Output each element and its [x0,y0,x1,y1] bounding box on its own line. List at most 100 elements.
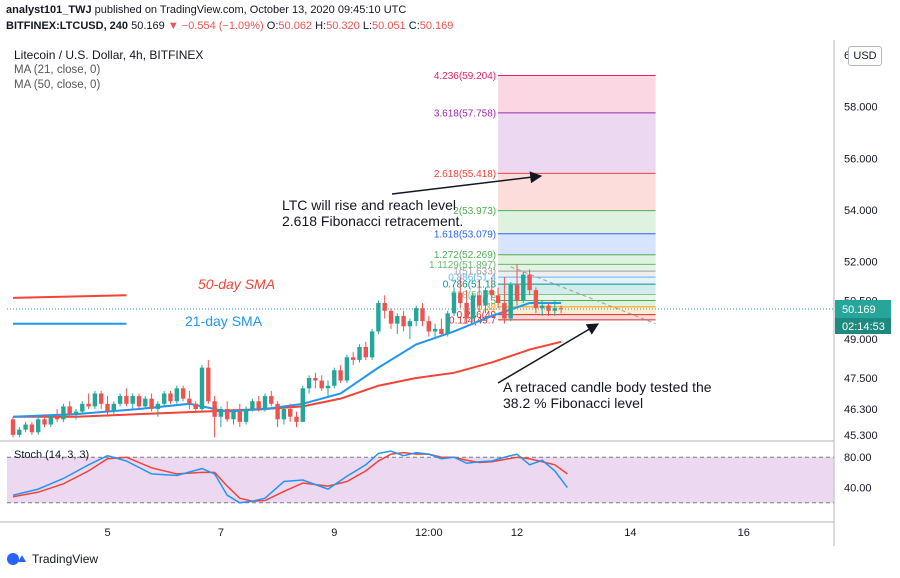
candle-body [124,396,129,404]
fib-level-label: 0.5 [482,296,496,307]
candle-body [432,328,438,332]
fib-level-label: 0.38 [477,302,497,313]
candle-body [237,411,242,422]
candle-body [558,308,564,310]
candle-body [426,321,431,332]
candle-body [105,403,110,412]
price-tick-label: 56.000 [844,153,878,165]
candle-body [332,370,337,386]
candle-body [92,393,98,407]
ma21-line [12,302,562,418]
time-tick-label: 5 [104,527,110,539]
fib-zone [498,306,656,315]
fib-level-label: 1(51.633) [453,267,496,278]
candle-body [275,403,280,420]
footer-brand[interactable]: TradingView [6,552,98,566]
candle-body [552,308,557,311]
chart-legend: Litecoin / U.S. Dollar, 4h, BITFINEX MA … [14,48,203,93]
candle-body [136,396,142,407]
price-tick-label: 58.000 [844,102,878,114]
low-value: 50.051 [372,20,406,32]
candle-body [527,274,532,291]
candle-body [86,403,91,407]
stoch-tick-label: 80.00 [844,452,872,464]
candle-body [495,295,501,304]
time-tick-label: 14 [624,527,636,539]
candle-body [231,411,236,420]
candle-body [470,295,476,319]
candle-body [225,408,230,420]
stoch-k-line [12,450,568,504]
ohlc-bar: BITFINEX:LTCUSD, 240 50.169 ▼ −0.554 (−1… [6,20,453,32]
candle-body [42,419,47,425]
candle-body [357,346,362,360]
candle-body [250,401,255,409]
time-tick-label: 16 [738,527,750,539]
ma50-line [13,340,562,418]
candle-body [458,292,463,304]
symbol-text: BITFINEX:LTCUSD, 240 [6,20,129,32]
annotation-sma50: 50-day SMA [198,276,276,292]
legend-ma21[interactable]: MA (21, close, 0) [14,64,101,76]
candle-body [149,398,154,409]
currency-button[interactable]: USD [848,46,882,66]
fib-zone [498,294,656,301]
fib-zone [498,254,656,265]
candle-body [508,284,513,319]
candle-body [281,408,287,420]
high-label: H: [315,20,327,32]
price-tick-label: 45.300 [844,430,878,442]
legend-ma50[interactable]: MA (50, close, 0) [14,79,101,91]
open-label: O: [266,20,279,32]
candle-body [288,408,293,417]
candle-body [407,321,413,327]
time-tick-label: 12 [511,527,523,539]
footer-brand-text: TradingView [32,552,99,566]
fib-level-label: 4.236(59.204) [434,71,496,82]
candle-body [319,380,324,389]
publish-info: analyst101_TWJ published on TradingView.… [6,4,406,16]
fib-level-label: 0.236(49 [457,310,497,321]
close-label: C: [408,20,420,32]
fib-zone [498,284,656,295]
low-label: L: [362,20,373,32]
candle-body [306,377,312,389]
candle-body [369,331,375,358]
candle-body [414,308,419,322]
candle-body [180,388,186,399]
price-tick-label: 54.000 [844,205,878,217]
candle-body [199,367,205,409]
price-tick-label: 47.500 [844,373,878,385]
fib-zone [498,75,656,113]
tradingview-logo-icon [7,553,26,565]
last-price: 50.169 [131,20,165,32]
price-tick-label: 49.000 [844,334,878,346]
candle-body [294,416,299,422]
candle-body [451,292,457,314]
fib-zone [498,210,656,234]
candle-body [514,284,520,301]
fib-zone [498,300,656,307]
down-arrow-icon: ▼ [167,20,179,32]
candle-body [10,419,16,435]
candle-body [23,424,28,430]
fib-zone [498,112,656,174]
fib-level-label: 0.786(51.13 [443,280,497,291]
candle-body [533,290,539,309]
candle-body [61,406,66,420]
fib-zone [498,173,656,211]
candle-body [269,396,274,404]
candle-body [477,295,482,306]
fib-zone [498,314,656,320]
candle-body [67,406,72,415]
time-tick-label: 12:00 [415,527,443,539]
candle-body [218,408,224,417]
candle-body [143,398,148,407]
annotation-rise: LTC will rise and reach level 2.618 Fibo… [282,197,464,229]
candle-body [300,388,305,422]
candle-body [187,398,192,404]
candle-body [489,290,494,296]
candle-body [521,274,526,301]
candle-body [445,313,450,335]
